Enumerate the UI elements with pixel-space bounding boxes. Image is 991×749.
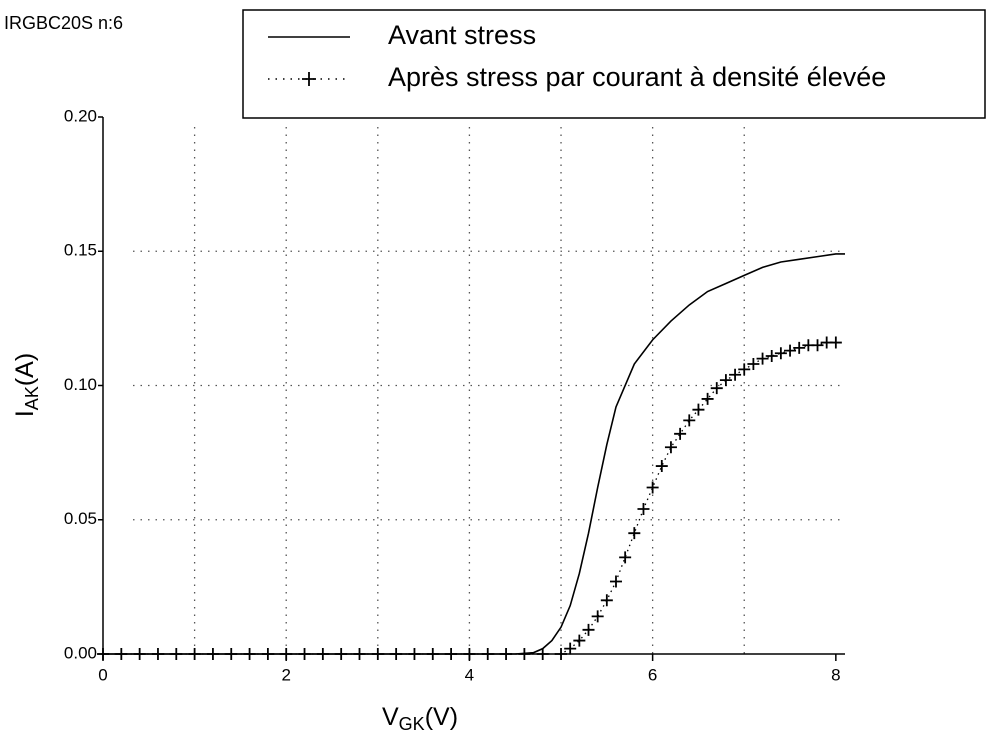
marker	[426, 648, 439, 660]
marker	[829, 336, 842, 349]
marker	[463, 648, 476, 660]
marker	[609, 575, 622, 588]
marker	[655, 460, 668, 473]
marker	[371, 648, 384, 660]
marker	[445, 648, 458, 660]
marker	[353, 648, 366, 660]
marker	[729, 368, 742, 381]
marker	[765, 349, 778, 362]
marker	[225, 648, 238, 660]
marker	[683, 414, 696, 427]
marker	[188, 648, 201, 660]
marker	[261, 648, 274, 660]
marker	[664, 441, 677, 454]
x-tick-label: 0	[98, 665, 107, 684]
marker	[646, 481, 659, 494]
marker	[408, 648, 421, 660]
marker	[747, 358, 760, 371]
marker	[701, 392, 714, 405]
marker	[692, 403, 705, 416]
y-label-sub: AK	[22, 386, 42, 410]
marker	[206, 648, 219, 660]
marker	[637, 503, 650, 516]
marker	[390, 648, 403, 660]
chart-title: IRGBC20S n:6	[4, 13, 123, 33]
marker	[628, 527, 641, 540]
x-tick-label: 8	[831, 665, 840, 684]
marker	[619, 551, 632, 564]
y-tick-label: 0.00	[64, 643, 97, 662]
marker	[793, 341, 806, 354]
y-axis-label: IAK(A)	[11, 353, 42, 417]
marker	[243, 648, 256, 660]
marker	[811, 339, 824, 352]
marker	[316, 648, 329, 660]
y-label-unit: (A)	[11, 353, 39, 386]
x-label-unit: (V)	[425, 703, 458, 731]
y-tick-label: 0.15	[64, 241, 97, 260]
series-line	[103, 253, 845, 655]
marker	[481, 648, 494, 660]
x-tick-label: 4	[465, 665, 474, 684]
marker	[784, 344, 797, 357]
x-label-main: V	[382, 703, 399, 731]
marker	[600, 594, 613, 607]
marker	[151, 648, 164, 660]
marker	[536, 648, 549, 660]
marker	[335, 648, 348, 660]
y-tick-label: 0.20	[64, 106, 97, 125]
legend-box	[242, 9, 986, 119]
marker	[500, 648, 513, 660]
x-tick-label: 6	[648, 665, 657, 684]
marker	[719, 374, 732, 387]
marker	[97, 648, 109, 660]
marker	[582, 623, 595, 636]
marker	[710, 382, 723, 395]
x-axis-label: VGK(V)	[382, 703, 458, 734]
marker	[564, 642, 577, 655]
marker	[774, 347, 787, 360]
y-label-main: I	[11, 410, 39, 417]
marker	[280, 648, 293, 660]
marker	[298, 648, 311, 660]
marker	[518, 648, 531, 660]
marker	[133, 648, 146, 660]
x-tick-label: 2	[281, 665, 290, 684]
y-tick-label: 0.10	[64, 375, 97, 394]
marker	[115, 648, 128, 660]
marker	[738, 363, 751, 376]
marker	[591, 610, 604, 623]
marker	[170, 648, 183, 660]
marker	[674, 427, 687, 440]
marker	[756, 352, 769, 365]
marker	[573, 634, 586, 647]
legend-marker	[302, 72, 316, 86]
legend-label: Après stress par courant à densité élevé…	[388, 62, 886, 92]
y-tick-label: 0.05	[64, 509, 97, 528]
marker	[555, 648, 568, 660]
legend-label: Avant stress	[388, 20, 536, 50]
x-label-sub: GK	[399, 714, 425, 734]
